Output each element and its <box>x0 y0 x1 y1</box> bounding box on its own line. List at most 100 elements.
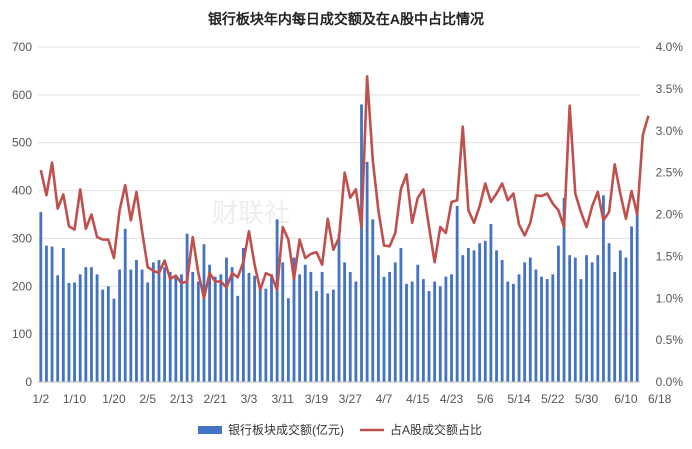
x-tick-label: 4/15 <box>406 392 430 406</box>
x-tick-label: 5/22 <box>541 392 565 406</box>
bar <box>140 269 144 382</box>
bar <box>371 219 375 382</box>
bar <box>315 291 318 382</box>
bar <box>185 233 189 382</box>
x-tick-label: 4/23 <box>440 392 464 406</box>
bar <box>118 269 121 382</box>
bar <box>630 226 633 382</box>
bar <box>112 298 116 382</box>
bar <box>151 262 155 382</box>
bar <box>303 264 307 382</box>
bar <box>326 293 330 382</box>
bar <box>225 257 228 382</box>
bar <box>320 271 324 382</box>
bar <box>472 250 476 382</box>
x-tick-label: 3/11 <box>272 392 295 406</box>
bar <box>191 271 195 382</box>
right-tick-label: 3.5% <box>656 82 684 96</box>
bar <box>129 269 133 382</box>
left-axis-ticks: 0 100 200 300 400 500 600 700 <box>12 40 32 389</box>
bar <box>123 228 127 382</box>
bar <box>534 269 538 382</box>
bar <box>309 271 313 382</box>
ratio-line <box>39 75 650 300</box>
bar <box>568 255 572 382</box>
bar <box>438 286 442 382</box>
x-tick-label: 2/13 <box>170 392 194 406</box>
x-tick-label: 1/10 <box>63 392 87 406</box>
bar <box>624 257 628 382</box>
bar <box>275 219 279 382</box>
left-tick-label: 0 <box>25 375 32 389</box>
bar <box>56 275 60 382</box>
bar <box>106 286 110 382</box>
bar <box>562 197 566 382</box>
bar <box>489 224 493 382</box>
x-tick-label: 2/5 <box>139 392 156 406</box>
x-axis-ticks: 1/2 1/10 1/20 2/5 2/13 2/21 3/3 3/11 3/19 3/27 4/7… <box>32 392 671 406</box>
bar-series <box>39 104 639 382</box>
bar <box>388 271 392 382</box>
bar <box>607 243 611 382</box>
left-tick-label: 200 <box>12 279 32 293</box>
bar <box>433 281 437 382</box>
bar <box>61 248 65 382</box>
legend-bar-label: 银行板块成交额(亿元) <box>228 422 344 437</box>
right-axis-ticks: 0.0% 0.5% 1.0% 1.5% 2.0% 2.5% 3.0% 3.5% 4.0% <box>656 40 684 389</box>
left-tick-label: 600 <box>12 88 32 102</box>
legend: 银行板块成交额(亿元) 占A股成交额占比 <box>198 422 482 437</box>
bar <box>286 298 290 382</box>
bar <box>39 212 43 382</box>
legend-line-label: 占A股成交额占比 <box>390 422 482 437</box>
bar <box>146 282 150 382</box>
bar <box>410 281 414 382</box>
bar <box>506 281 510 382</box>
chart-title: 银行板块年内每日成交额及在A股中占比情况 <box>208 11 484 27</box>
bar <box>168 271 172 382</box>
bar <box>635 207 639 382</box>
bar <box>208 264 212 382</box>
bar <box>213 276 217 382</box>
bar <box>236 295 240 382</box>
bar <box>264 288 268 382</box>
bar <box>421 279 425 382</box>
legend-bar-swatch <box>198 426 222 434</box>
x-tick-label: 1/20 <box>102 392 126 406</box>
bar <box>585 255 588 382</box>
x-tick-label: 3/19 <box>305 392 329 406</box>
bar <box>67 282 71 382</box>
left-tick-label: 100 <box>12 327 32 341</box>
bar <box>512 283 515 382</box>
x-tick-label: 6/18 <box>648 392 672 406</box>
bar <box>270 274 273 382</box>
bar <box>455 205 459 382</box>
x-tick-label: 6/10 <box>614 392 638 406</box>
bar <box>157 259 161 382</box>
bar <box>343 262 347 382</box>
bar <box>45 245 48 382</box>
x-tick-label: 1/2 <box>32 392 49 406</box>
bar <box>517 274 521 382</box>
bar <box>354 281 358 382</box>
x-tick-label: 5/14 <box>507 392 531 406</box>
left-tick-label: 500 <box>12 136 32 150</box>
right-tick-label: 2.5% <box>656 166 684 180</box>
x-tick-label: 3/27 <box>339 392 363 406</box>
right-tick-label: 2.0% <box>656 208 684 222</box>
bar <box>376 255 380 382</box>
x-tick-label: 2/21 <box>204 392 228 406</box>
x-tick-label: 5/6 <box>477 392 494 406</box>
bar <box>360 104 363 382</box>
bar <box>590 262 594 382</box>
bar <box>258 288 262 382</box>
bar <box>219 274 223 382</box>
bar <box>241 248 245 382</box>
bar <box>557 245 560 382</box>
bar <box>50 246 54 382</box>
bar <box>196 281 200 382</box>
bar <box>613 271 617 382</box>
bar <box>478 243 482 382</box>
bar <box>247 272 251 382</box>
bar <box>483 240 487 382</box>
